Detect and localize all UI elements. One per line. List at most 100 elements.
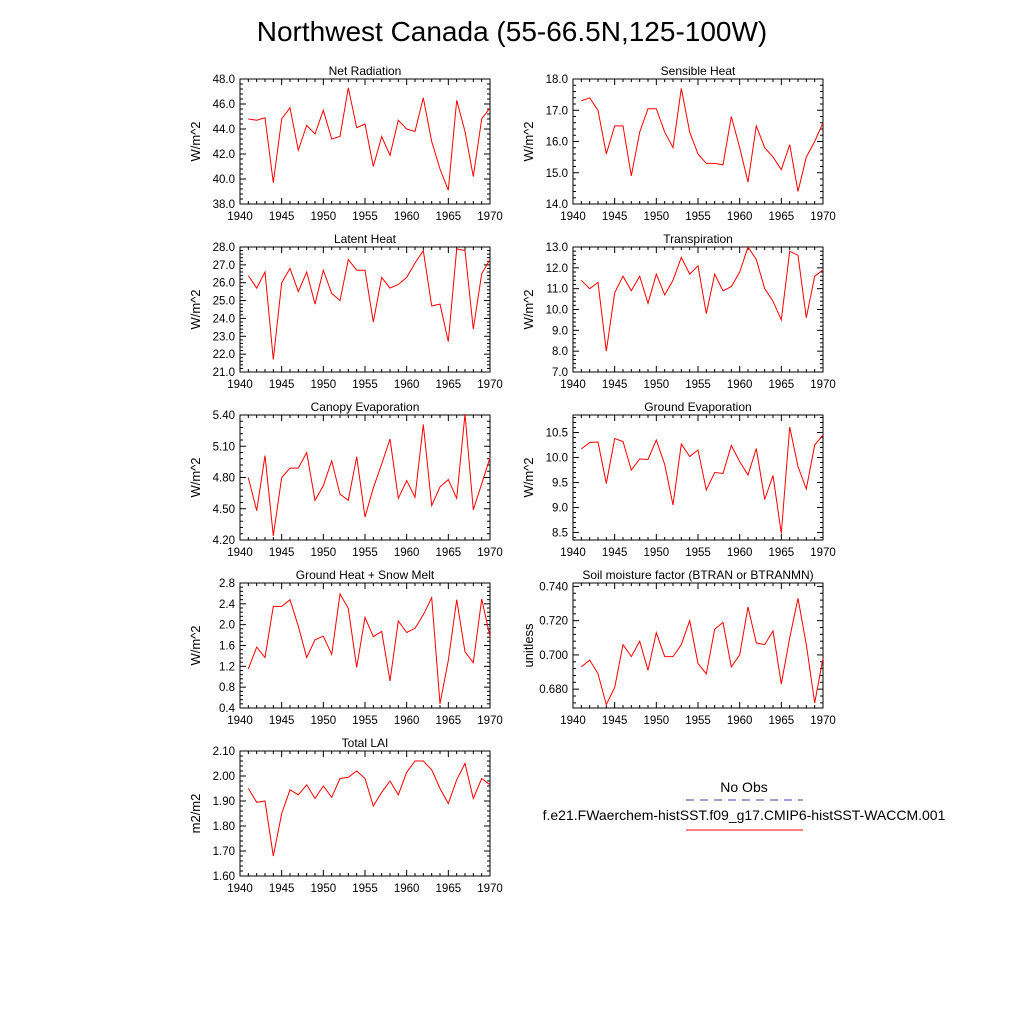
series-line — [248, 87, 491, 191]
panel-title: Net Radiation — [329, 64, 402, 78]
series-line — [247, 760, 491, 857]
x-tick-label: 1965 — [769, 379, 795, 391]
y-tick-label: 23.0 — [213, 331, 235, 343]
x-tick-label: 1945 — [269, 547, 295, 559]
panel-total-lai: Total LAI m2/m2 1940 1945 1950 1955 1960 1965 19… — [188, 736, 503, 895]
x-tick-label: 1955 — [352, 547, 378, 559]
y-axis-label: W/m^2 — [521, 457, 536, 497]
y-tick-label: 42.0 — [213, 149, 235, 161]
y-tick-label: 4.80 — [213, 473, 235, 485]
y-tick-label: 10.0 — [546, 453, 568, 465]
x-tick-label: 1960 — [394, 379, 420, 391]
x-tick-label: 1950 — [311, 211, 337, 223]
y-tick-label: 10.0 — [546, 305, 568, 317]
x-tick-label: 1945 — [269, 211, 295, 223]
x-tick-label: 1960 — [394, 715, 420, 727]
panel-title: Sensible Heat — [661, 64, 736, 78]
y-tick-label: 2.4 — [219, 599, 236, 611]
x-tick-label: 1950 — [644, 211, 670, 223]
x-tick-label: 1970 — [477, 883, 503, 895]
plot-frame — [239, 246, 491, 373]
x-tick-label: 1960 — [727, 379, 753, 391]
y-tick-label: 46.0 — [213, 99, 235, 111]
x-tick-label: 1965 — [436, 883, 462, 895]
x-tick-label: 1960 — [727, 211, 753, 223]
y-tick-label: 2.10 — [213, 746, 235, 758]
x-tick-label: 1970 — [477, 379, 503, 391]
x-tick-label: 1945 — [269, 715, 295, 727]
y-tick-label: 27.0 — [213, 260, 235, 272]
x-tick-label: 1945 — [602, 715, 628, 727]
y-tick-label: 17.0 — [546, 105, 568, 117]
y-axis-label: W/m^2 — [521, 121, 536, 161]
y-tick-label: 38.0 — [213, 199, 235, 211]
y-tick-label: 1.90 — [213, 796, 235, 808]
x-tick-label: 1945 — [602, 547, 628, 559]
y-tick-label: 16.0 — [546, 137, 568, 149]
panel-latent-heat: Latent Heat W/m^2 1940 1945 1950 1955 1960 1965… — [188, 232, 503, 391]
y-tick-label: 7.0 — [552, 367, 568, 379]
y-tick-label: 1.60 — [213, 871, 235, 883]
x-tick-label: 1955 — [685, 211, 711, 223]
y-tick-label: 18.0 — [546, 74, 568, 86]
x-tick-label: 1940 — [560, 379, 586, 391]
y-tick-label: 21.0 — [213, 367, 235, 379]
y-axis-label: W/m^2 — [188, 625, 203, 665]
x-tick-label: 1960 — [727, 547, 753, 559]
x-tick-label: 1945 — [269, 883, 295, 895]
x-tick-label: 1940 — [227, 547, 253, 559]
x-tick-label: 1960 — [727, 715, 753, 727]
x-tick-label: 1940 — [227, 715, 253, 727]
y-tick-label: 5.10 — [213, 441, 235, 453]
y-tick-label: 5.40 — [213, 410, 235, 422]
x-tick-label: 1950 — [644, 547, 670, 559]
x-tick-label: 1965 — [436, 715, 462, 727]
x-tick-label: 1970 — [810, 715, 836, 727]
y-tick-label: 0.740 — [539, 581, 568, 593]
x-tick-label: 1970 — [810, 379, 836, 391]
y-tick-label: 26.0 — [213, 278, 235, 290]
x-tick-label: 1945 — [269, 379, 295, 391]
panel-ground-heat-snow-melt: Ground Heat + Snow Melt W/m^2 1940 1945 1950… — [188, 568, 503, 727]
x-tick-label: 1960 — [394, 211, 420, 223]
x-tick-label: 1950 — [644, 379, 670, 391]
panel-title: Soil moisture factor (BTRAN or BTRANMN) — [582, 568, 813, 582]
x-tick-label: 1940 — [227, 379, 253, 391]
y-tick-label: 10.5 — [546, 428, 568, 440]
y-tick-label: 9.5 — [552, 478, 568, 490]
x-tick-label: 1955 — [685, 547, 711, 559]
panel-title: Total LAI — [342, 736, 389, 750]
y-tick-label: 48.0 — [213, 74, 235, 86]
series-line — [247, 592, 491, 704]
y-tick-label: 4.50 — [213, 504, 235, 516]
plot-frame — [239, 414, 491, 541]
y-tick-label: 25.0 — [213, 296, 235, 308]
x-tick-label: 1940 — [227, 211, 253, 223]
y-axis-label: W/m^2 — [188, 457, 203, 497]
series-line — [580, 245, 824, 352]
y-tick-label: 0.720 — [539, 616, 568, 628]
panel-soil-moisture-factor-btran-or-btranmn: Soil moisture factor (BTRAN or BTRANMN) u… — [521, 568, 836, 727]
x-tick-label: 1970 — [477, 715, 503, 727]
x-tick-label: 1950 — [311, 547, 337, 559]
x-tick-label: 1940 — [560, 211, 586, 223]
x-tick-label: 1955 — [352, 883, 378, 895]
y-tick-label: 9.0 — [552, 325, 568, 337]
y-tick-label: 0.4 — [219, 703, 236, 715]
y-tick-label: 11.0 — [546, 284, 568, 296]
y-tick-label: 12.0 — [546, 263, 568, 275]
series-line — [581, 88, 824, 192]
x-tick-label: 1965 — [436, 379, 462, 391]
x-tick-label: 1940 — [560, 715, 586, 727]
legend-obs-label: No Obs — [720, 779, 767, 795]
y-axis-label: m2/m2 — [188, 794, 203, 834]
x-tick-label: 1940 — [560, 547, 586, 559]
x-tick-label: 1960 — [394, 547, 420, 559]
series-line — [247, 248, 491, 360]
x-tick-label: 1955 — [352, 715, 378, 727]
x-tick-label: 1965 — [769, 211, 795, 223]
plot-frame — [239, 750, 491, 877]
plot-frame — [239, 582, 491, 709]
panels: Net Radiation W/m^2 1940 1945 1950 1955 1960 19… — [188, 64, 836, 895]
